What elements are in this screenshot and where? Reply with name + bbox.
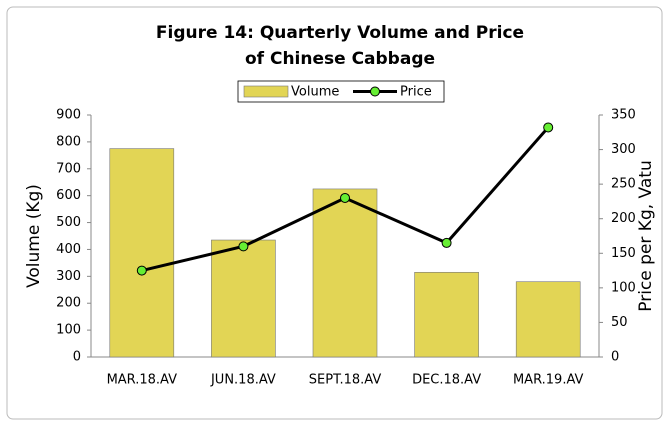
y2-axis-label: Price per Kg, Vatu [636,160,656,311]
y-axis-label: Volume (Kg) [24,184,44,288]
x-tick-label: MAR.18.AV [107,373,178,388]
price-marker [238,241,249,252]
y-tick-label: 200 [56,296,81,311]
price-marker [340,192,350,203]
y-tick-label: 500 [56,215,81,230]
bar [515,281,581,358]
legend-label: Volume [291,85,339,100]
y-tick-label: 400 [56,242,81,257]
bar [312,188,378,358]
y-tick-label: 800 [56,134,81,149]
legend-label: Price [400,85,432,100]
x-tick-label: DEC.18.AV [412,373,481,388]
y2-tick-label: 150 [611,246,636,261]
y2-tick-label: 250 [611,177,636,192]
price-marker [441,237,452,248]
y2-tick-label: 50 [611,315,628,330]
price-marker [543,122,554,133]
legend-swatch-marker [370,86,380,97]
y-tick-label: 0 [73,350,81,365]
chart-border [6,6,663,420]
y-tick-label: 600 [56,188,81,203]
x-tick-label: JUN.18.AV [210,373,276,388]
y-tick-label: 700 [56,161,81,176]
y2-tick-label: 100 [611,280,636,295]
y-tick-label: 100 [56,323,81,338]
y2-tick-label: 300 [611,142,636,157]
price-marker [136,265,147,276]
bar [109,148,175,358]
x-tick-label: SEPT.18.AV [309,373,382,388]
x-tick-label: MAR.19.AV [513,373,584,388]
legend-swatch [243,85,289,98]
y-tick-label: 300 [56,269,81,284]
y-tick-label: 900 [56,108,81,123]
bar [211,239,276,358]
chart-title: Figure 14: Quarterly Volume and Price of… [155,23,525,69]
bar [414,271,479,358]
legend-box [237,80,445,103]
y2-tick-label: 350 [611,108,636,123]
y2-tick-label: 0 [611,350,619,365]
y2-tick-label: 200 [611,211,636,226]
